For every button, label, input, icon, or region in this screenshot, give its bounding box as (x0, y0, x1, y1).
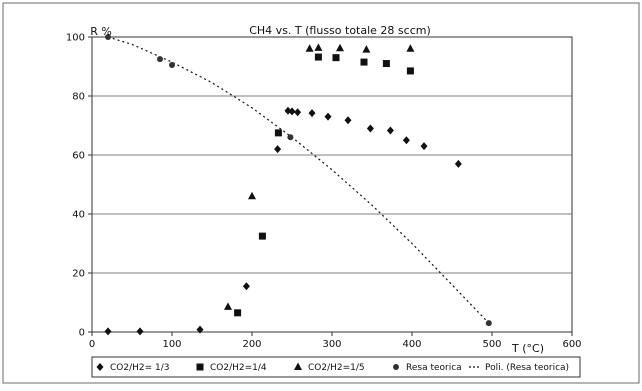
data-point-square (314, 53, 322, 61)
data-point-triangle (336, 43, 344, 52)
data-point-square (382, 60, 390, 68)
x-axis-label: T (°C) (511, 342, 544, 355)
legend-swatch-diamond (96, 363, 104, 371)
data-point-square (234, 309, 242, 317)
data-point-diamond (324, 112, 332, 121)
data-point-diamond (454, 159, 462, 168)
y-tick-label: 20 (72, 269, 85, 280)
y-tick-label: 0 (79, 328, 85, 339)
data-point-diamond (366, 124, 374, 133)
data-point-diamond (294, 108, 302, 117)
x-tick-label: 400 (402, 339, 421, 350)
legend-swatch-triangle (294, 362, 302, 370)
data-point-square (406, 67, 414, 75)
x-tick-label: 200 (242, 339, 261, 350)
data-point-diamond (242, 282, 250, 291)
data-point-diamond (308, 109, 316, 118)
legend-label: CO2/H2=1/5 (308, 363, 365, 373)
data-point-circle (157, 56, 163, 63)
x-tick-label: 300 (322, 339, 341, 350)
data-point-circle (169, 62, 175, 69)
y-tick-label: 80 (72, 92, 85, 103)
data-point-square (360, 58, 368, 66)
data-marks (104, 34, 492, 336)
chart-title: CH4 vs. T (flusso totale 28 sccm) (249, 24, 431, 37)
legend-label: Poli. (Resa teorica) (485, 363, 569, 373)
data-point-diamond (196, 325, 204, 334)
data-point-diamond (402, 136, 410, 145)
data-point-triangle (248, 191, 256, 200)
data-point-triangle (314, 43, 323, 51)
legend-box (91, 356, 581, 378)
data-point-diamond (274, 145, 282, 154)
data-point-diamond (344, 116, 352, 125)
legend-swatch-square (196, 363, 204, 371)
gridlines (92, 95, 572, 274)
x-tick-label: 500 (482, 339, 501, 350)
data-point-circle (105, 34, 111, 40)
x-tick-label: 0 (89, 339, 95, 350)
plot-area (91, 36, 573, 333)
data-point-diamond (420, 142, 428, 151)
legend: CO2/H2= 1/3 CO2/H2=1/4 CO2/H2=1/5 Resa teor… (96, 362, 569, 373)
y-axis-label: R % (90, 25, 112, 38)
data-point-diamond (288, 107, 296, 116)
data-point-diamond (386, 126, 394, 135)
legend-swatch-circle (393, 364, 399, 370)
data-point-triangle (305, 44, 314, 52)
x-tick-label: 600 (562, 339, 581, 350)
data-point-square (332, 54, 340, 62)
y-tick-label: 60 (72, 151, 85, 162)
y-tick-label: 100 (66, 33, 85, 44)
data-point-triangle (406, 44, 415, 52)
y-tick-label: 40 (72, 210, 85, 221)
legend-label: CO2/H2= 1/3 (110, 363, 170, 373)
data-point-diamond (104, 327, 112, 336)
data-point-diamond (136, 327, 144, 336)
data-point-triangle (362, 45, 371, 53)
legend-label: Resa teorica (406, 363, 462, 373)
data-point-square (258, 232, 266, 240)
data-point-triangle (224, 302, 232, 310)
x-tick-label: 100 (162, 339, 181, 350)
data-point-circle (485, 320, 492, 327)
data-point-square (274, 129, 282, 137)
data-point-circle (287, 134, 294, 141)
axes: 0 20 40 60 80 100 0 100 200 300 400 500 600 (66, 33, 582, 351)
legend-label: CO2/H2=1/4 (210, 363, 267, 373)
